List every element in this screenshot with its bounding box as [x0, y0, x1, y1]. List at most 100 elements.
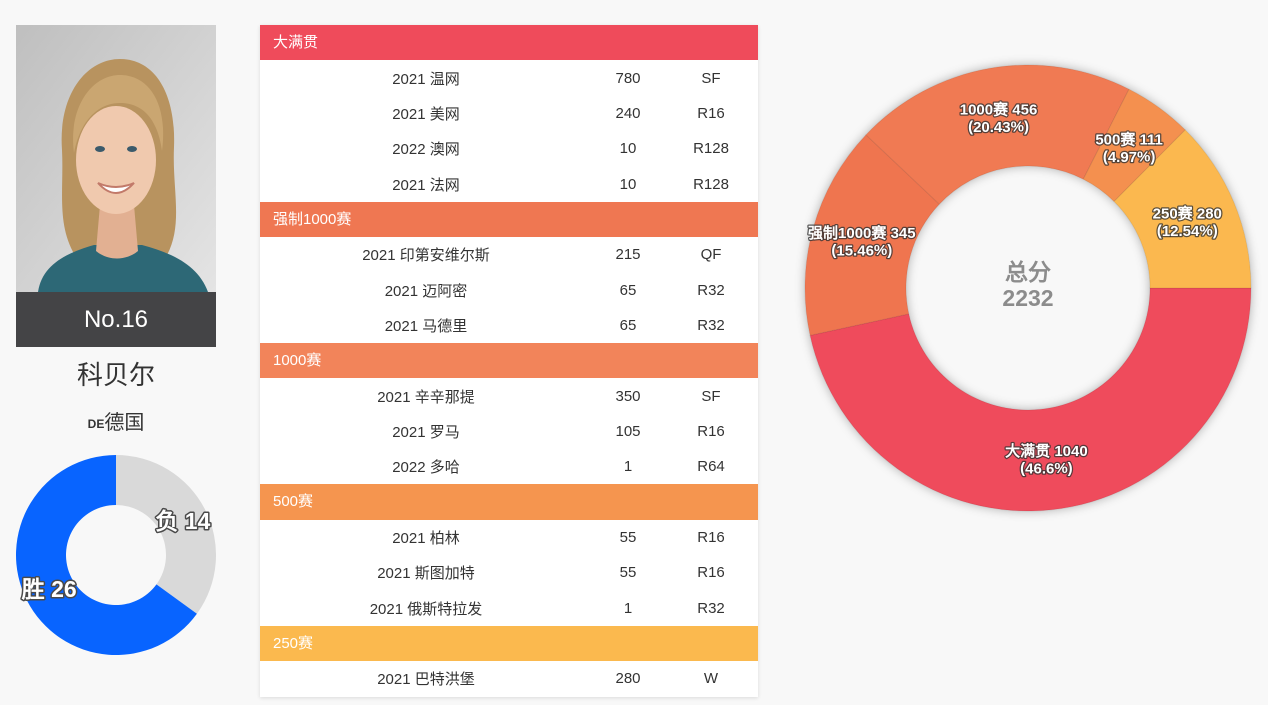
- points-slice[interactable]: [1113, 129, 1252, 289]
- points-value: 345: [891, 225, 916, 242]
- points-slice[interactable]: [865, 64, 1130, 205]
- result-row: 2021 辛辛那提 350 SF: [260, 378, 758, 413]
- win-loss-donut-chart: 负 14 胜 26: [16, 455, 216, 655]
- result-round: R64: [697, 458, 725, 476]
- points-percent: 46.6: [1025, 460, 1054, 477]
- result-round: R16: [697, 422, 725, 440]
- result-event: 2021 美网: [392, 105, 460, 123]
- points-percent-label: (12.54%): [1157, 222, 1218, 239]
- result-row: 2021 美网 240 R16: [260, 96, 758, 131]
- result-points: 350: [615, 387, 641, 405]
- points-percent: 12.54: [1162, 222, 1200, 239]
- points-slices: [804, 64, 1252, 512]
- points-value: 111: [1140, 131, 1163, 148]
- section-header: 大满贯: [260, 25, 758, 61]
- result-row: 2021 柏林 55 R16: [260, 520, 758, 555]
- result-points: 65: [619, 316, 637, 334]
- result-points: 65: [619, 281, 637, 299]
- points-slice[interactable]: [804, 134, 941, 336]
- result-round: W: [703, 670, 719, 688]
- win-loss-value: 26: [51, 576, 77, 602]
- section-header: 500赛: [260, 484, 758, 520]
- result-row: 2022 澳网 10 R128: [260, 131, 758, 166]
- section-header: 强制1000赛: [260, 201, 758, 238]
- points-value: 456: [1012, 101, 1037, 118]
- result-points: 240: [615, 104, 641, 122]
- points-category: 250赛: [1153, 204, 1194, 222]
- points-donut-chart: 总分 2232 大满贯 1040(46.6%) 强制1000赛 345(15.46…: [804, 64, 1252, 512]
- win-loss-slice[interactable]: [116, 455, 216, 614]
- result-round: R16: [697, 528, 725, 546]
- result-row: 2021 印第安维尔斯 215 QF: [260, 237, 758, 272]
- win-loss-category: 胜: [22, 576, 45, 602]
- player-country: DE德国: [16, 410, 216, 438]
- result-round: R32: [697, 316, 725, 334]
- country-name: 德国: [104, 412, 145, 434]
- result-row: 2021 俄斯特拉发 1 R32: [260, 591, 758, 626]
- result-row: 2021 温网 780 SF: [260, 60, 758, 95]
- points-value-label: 500赛 111: [1095, 130, 1163, 148]
- result-round: R16: [697, 104, 725, 122]
- points-percent-label: (4.97%): [1103, 149, 1156, 166]
- result-row: 2021 斯图加特 55 R16: [260, 555, 758, 590]
- result-points: 55: [619, 528, 637, 546]
- win-loss-value: 14: [185, 508, 211, 534]
- result-row: 2021 迈阿密 65 R32: [260, 272, 758, 307]
- result-event: 2021 法网: [392, 176, 460, 194]
- result-round: SF: [701, 387, 721, 405]
- section-header: 1000赛: [260, 343, 758, 379]
- result-points: 105: [615, 422, 641, 440]
- result-event: 2021 俄斯特拉发: [369, 600, 483, 618]
- player-name: 科贝尔: [76, 360, 155, 390]
- points-percent-label: (46.6%): [1020, 460, 1073, 477]
- result-event: 2021 迈阿密: [384, 282, 468, 300]
- points-category: 500赛: [1095, 130, 1136, 148]
- result-row: 2021 罗马 105 R16: [260, 414, 758, 449]
- result-round: R128: [693, 140, 729, 158]
- win-loss-slice[interactable]: [16, 455, 197, 655]
- section-title: 强制1000赛: [273, 210, 352, 228]
- section-header: 250赛: [260, 625, 758, 662]
- result-round: R32: [697, 281, 725, 299]
- rank-badge: No.16: [16, 292, 216, 347]
- points-percent-label: (20.43%): [968, 119, 1029, 136]
- player-card: No.16: [16, 25, 216, 347]
- result-event: 2021 温网: [392, 70, 460, 88]
- result-event: 2021 辛辛那提: [377, 388, 475, 406]
- points-category: 1000赛: [960, 100, 1009, 118]
- points-total: 2232: [1002, 285, 1053, 311]
- points-slice[interactable]: [809, 287, 1252, 512]
- result-event: 2021 罗马: [392, 423, 460, 441]
- win-loss-value-label: 负 14: [155, 508, 210, 534]
- section-title: 500赛: [273, 493, 314, 511]
- points-percent: 15.46: [836, 242, 874, 259]
- result-round: R32: [697, 599, 725, 617]
- result-row: 2021 马德里 65 R32: [260, 308, 758, 343]
- result-round: R128: [693, 175, 729, 193]
- result-round: R16: [697, 564, 725, 582]
- win-loss-labels: 负 14 胜 26: [20, 506, 212, 603]
- result-round: SF: [701, 69, 721, 87]
- result-points: 10: [619, 140, 637, 158]
- result-event: 2021 斯图加特: [377, 565, 475, 583]
- result-points: 10: [619, 175, 637, 193]
- win-loss-value-label: 胜 26: [22, 576, 77, 602]
- points-labels: 大满贯 1040(46.6%) 强制1000赛 345(15.46%) 1000赛 …: [807, 99, 1223, 478]
- result-points: 1: [623, 458, 633, 476]
- country-code: DE: [87, 417, 105, 431]
- points-value-label: 大满贯 1040: [1005, 442, 1088, 460]
- result-event: 2021 印第安维尔斯: [362, 247, 490, 265]
- win-loss-slices: [16, 455, 216, 655]
- result-row: 2022 多哈 1 R64: [260, 449, 758, 484]
- points-category: 强制1000赛: [808, 224, 887, 242]
- points-value-label: 1000赛 456: [960, 100, 1038, 118]
- result-event: 2021 柏林: [392, 529, 460, 547]
- result-event: 2022 澳网: [392, 141, 460, 159]
- win-loss-category: 负: [155, 508, 178, 534]
- result-event: 2021 巴特洪堡: [377, 671, 475, 689]
- section-title: 大满贯: [273, 34, 319, 51]
- result-points: 1: [623, 599, 633, 617]
- points-percent: 20.43: [973, 119, 1011, 136]
- points-value-label: 250赛 280: [1153, 204, 1222, 222]
- result-row: 2021 法网 10 R128: [260, 166, 758, 201]
